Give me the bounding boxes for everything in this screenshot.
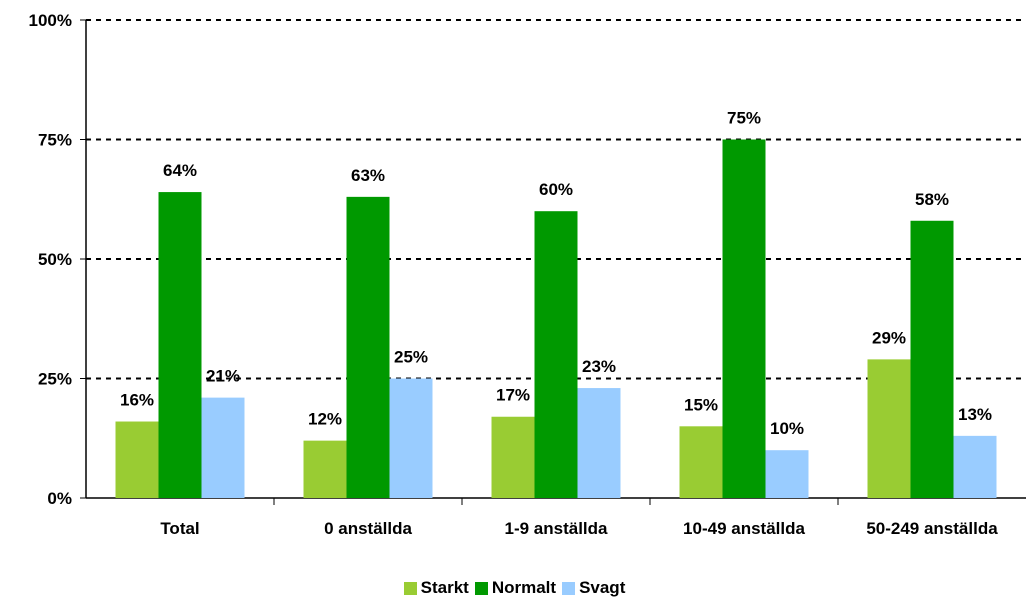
bar-svagt <box>953 435 997 498</box>
data-labels-layer: 16% 64% 21% 12% 63% 25% 17% 60% 23% 15% 75% 10% 29% 5… <box>120 109 992 439</box>
category-label: 10-49 anställda <box>683 519 805 538</box>
data-label: 25% <box>394 348 428 367</box>
data-label: 60% <box>539 180 573 199</box>
data-label: 58% <box>915 190 949 209</box>
bar-normalt <box>158 192 202 498</box>
data-label: 64% <box>163 161 197 180</box>
bar-svagt <box>577 388 621 498</box>
legend-label-starkt: Starkt <box>420 578 469 597</box>
category-label: 0 anställda <box>324 519 412 538</box>
legend-label-normalt: Normalt <box>491 578 557 597</box>
y-tick-label: 50% <box>38 250 72 269</box>
category-label: 1-9 anställda <box>505 519 609 538</box>
bar-starkt <box>867 359 911 498</box>
legend-swatch-svagt <box>562 581 576 595</box>
bar-starkt <box>679 426 723 498</box>
category-label: 50-249 anställda <box>866 519 998 538</box>
bar-normalt <box>722 139 766 498</box>
legend-label-svagt: Svagt <box>579 578 626 597</box>
data-label: 10% <box>770 419 804 438</box>
bar-normalt <box>534 211 578 498</box>
bars-layer <box>115 139 997 499</box>
legend-item-starkt: Starkt <box>403 578 469 598</box>
bar-normalt <box>910 220 954 498</box>
y-tick-label: 25% <box>38 370 72 389</box>
data-label: 12% <box>308 410 342 429</box>
y-tick-label: 75% <box>38 131 72 150</box>
legend: Starkt Normalt Svagt <box>0 578 1029 598</box>
bar-normalt <box>346 196 390 499</box>
y-tick-label: 100% <box>29 11 72 30</box>
category-label: Total <box>160 519 199 538</box>
data-label: 21% <box>206 367 240 386</box>
bar-svagt <box>389 378 433 498</box>
data-label: 17% <box>496 386 530 405</box>
bar-svagt <box>765 450 809 498</box>
data-label: 15% <box>684 395 718 414</box>
bar-starkt <box>303 440 347 498</box>
bar-starkt <box>115 421 159 498</box>
legend-swatch-normalt <box>474 581 488 595</box>
legend-swatch-starkt <box>403 581 417 595</box>
legend-item-svagt: Svagt <box>562 578 625 598</box>
data-label: 23% <box>582 357 616 376</box>
legend-item-normalt: Normalt <box>474 578 557 598</box>
data-label: 63% <box>351 166 385 185</box>
y-tick-label: 0% <box>47 489 72 508</box>
data-label: 16% <box>120 391 154 410</box>
data-label: 13% <box>958 405 992 424</box>
data-label: 29% <box>872 328 906 347</box>
bar-starkt <box>491 416 535 498</box>
bar-svagt <box>201 397 245 498</box>
data-label: 75% <box>727 109 761 128</box>
